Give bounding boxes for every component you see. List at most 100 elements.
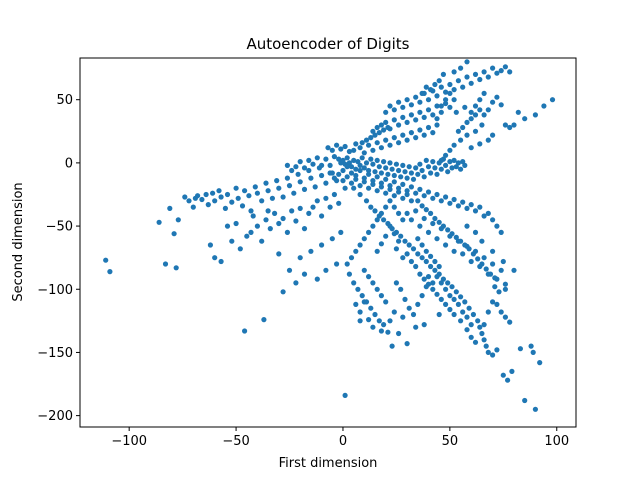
scatter-point [297, 255, 303, 261]
scatter-point [447, 306, 453, 313]
scatter-point [103, 257, 109, 263]
scatter-point [434, 122, 440, 128]
scatter-point [460, 199, 466, 205]
scatter-point [483, 343, 489, 349]
scatter-point [370, 324, 376, 330]
scatter-point [378, 328, 384, 334]
scatter-point [284, 175, 290, 181]
scatter-point [549, 97, 556, 103]
scatter-point [368, 204, 374, 210]
scatter-point [353, 141, 359, 147]
scatter-point [460, 84, 466, 90]
scatter-point [498, 68, 504, 74]
scatter-point [421, 132, 427, 138]
scatter-point [498, 102, 504, 108]
scatter-point [400, 314, 406, 320]
scatter-point [481, 337, 487, 343]
scatter-point [438, 280, 444, 286]
scatter-point [357, 191, 363, 198]
scatter-point [404, 137, 410, 143]
scatter-point [415, 301, 421, 307]
scatter-point [430, 130, 436, 136]
scatter-point [370, 280, 376, 286]
scatter-point [301, 226, 308, 232]
scatter-point [421, 114, 427, 120]
scatter-point [443, 152, 449, 158]
scatter-point [408, 184, 414, 190]
scatter-point [509, 368, 515, 374]
scatter-point [402, 238, 408, 244]
scatter-point [383, 190, 389, 196]
scatter-point [460, 251, 466, 257]
scatter-point [212, 255, 218, 261]
scatter-point [162, 261, 169, 267]
scatter-point [323, 195, 329, 201]
scatter-point [293, 164, 299, 170]
scatter-point [361, 236, 367, 242]
scatter-point [385, 171, 391, 177]
scatter-point [398, 233, 404, 239]
scatter-point [400, 195, 406, 201]
scatter-point [348, 164, 355, 170]
scatter-point [417, 127, 423, 133]
scatter-point [396, 99, 402, 105]
scatter-point [334, 142, 340, 148]
x-tick-label: 0 [339, 434, 347, 449]
scatter-point [481, 69, 487, 75]
scatter-point [370, 181, 376, 187]
scatter-point [348, 180, 355, 186]
scatter-point [325, 145, 331, 151]
scatter-point [408, 102, 414, 108]
scatter-point [396, 189, 402, 195]
scatter-point [490, 65, 496, 71]
scatter-point [434, 291, 440, 297]
scatter-point [340, 167, 346, 174]
scatter-point [472, 103, 479, 109]
scatter-point [353, 301, 359, 307]
scatter-point [419, 255, 425, 261]
scatter-point [344, 155, 350, 161]
scatter-point [494, 347, 500, 353]
scatter-point [443, 301, 449, 307]
scatter-point [391, 309, 397, 315]
scatter-point [492, 284, 498, 290]
scatter-point [391, 117, 397, 123]
scatter-point [477, 141, 483, 147]
scatter-point [295, 171, 301, 177]
scatter-point [319, 213, 325, 219]
scatter-point [432, 215, 438, 222]
scatter-point [451, 248, 457, 254]
scatter-point [485, 137, 491, 143]
scatter-point [470, 251, 476, 257]
scatter-point [417, 109, 423, 115]
scatter-point [402, 169, 408, 175]
scatter-point [374, 248, 380, 254]
scatter-point [425, 189, 432, 195]
scatter-point [308, 248, 314, 254]
scatter-point [381, 322, 387, 328]
scatter-point [378, 180, 384, 186]
scatter-point [455, 160, 461, 166]
scatter-point [276, 185, 282, 191]
scatter-point [293, 280, 299, 286]
scatter-point [396, 140, 402, 146]
scatter-point [430, 195, 436, 201]
scatter-point [366, 142, 372, 148]
scatter-point [425, 124, 432, 131]
scatter-point [464, 223, 470, 229]
scatter-point [415, 198, 421, 204]
scatter-point [428, 253, 434, 259]
scatter-point [370, 128, 376, 134]
scatter-point [284, 229, 290, 235]
scatter-point [419, 242, 425, 248]
scatter-point [366, 274, 372, 280]
scatter-point [462, 104, 468, 110]
y-tick-label: −150 [37, 346, 73, 361]
scatter-point [460, 159, 466, 165]
scatter-point [477, 204, 483, 210]
scatter-point [485, 309, 491, 315]
scatter-point [410, 311, 417, 318]
scatter-point [297, 205, 303, 211]
